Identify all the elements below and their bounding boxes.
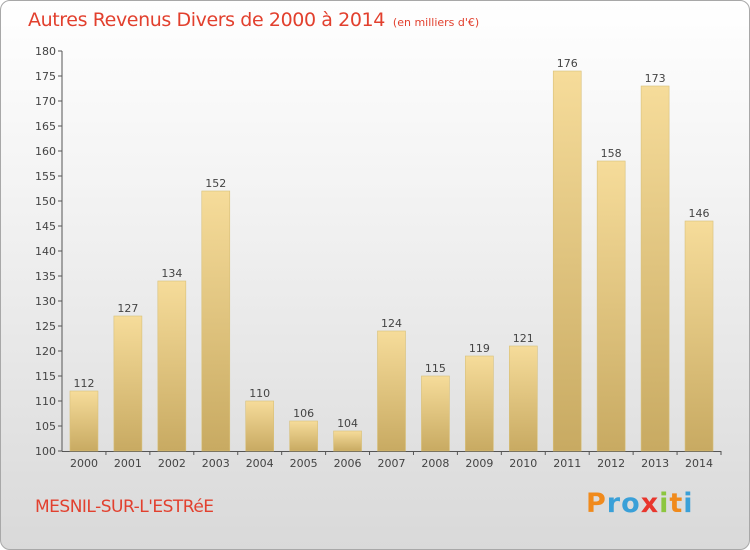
bar-2011: [552, 70, 582, 452]
y-tick-label: 155: [35, 170, 56, 183]
bar-2004: [245, 400, 274, 452]
x-tick-label-2010: 2010: [509, 457, 537, 470]
y-tick-label: 115: [35, 370, 56, 383]
chart-title: Autres Revenus Divers de 2000 à 2014 (en …: [28, 9, 479, 31]
y-tick-label: 120: [35, 345, 56, 358]
bar-2005: [289, 420, 318, 452]
data-label-2009: 119: [469, 342, 490, 355]
data-label-2013: 173: [645, 72, 666, 85]
data-label-2001: 127: [117, 302, 138, 315]
y-tick-label: 160: [35, 145, 56, 158]
data-label-2012: 158: [601, 147, 622, 160]
city-name: MESNIL-SUR-L'ESTRéE: [35, 497, 214, 517]
x-tick-label-2001: 2001: [114, 457, 142, 470]
data-label-2005: 106: [293, 407, 314, 420]
data-label-2014: 146: [689, 207, 710, 220]
x-tick-label-2014: 2014: [685, 457, 713, 470]
bar-2000: [69, 390, 99, 452]
x-tick-label-2013: 2013: [641, 457, 669, 470]
x-tick-label-2011: 2011: [553, 457, 581, 470]
y-tick-label: 100: [35, 445, 56, 458]
x-tick-label-2000: 2000: [70, 457, 98, 470]
y-tick-label: 170: [35, 95, 56, 108]
y-tick-label: 180: [35, 45, 56, 58]
bar-2001: [113, 315, 143, 452]
data-label-2006: 104: [337, 417, 358, 430]
y-tick-label: 105: [35, 420, 56, 433]
y-tick-label: 135: [35, 270, 56, 283]
x-tick-label-2012: 2012: [597, 457, 625, 470]
logo-letter: i: [683, 488, 694, 519]
bar-2012: [596, 160, 626, 452]
logo-letter: i: [659, 488, 670, 519]
logo-letter: o: [621, 488, 641, 519]
x-tick-label-2008: 2008: [421, 457, 449, 470]
bar-2007: [377, 330, 406, 452]
logo-letter: t: [669, 488, 684, 519]
bar-2003: [201, 190, 231, 452]
bar-2010: [508, 345, 538, 452]
data-label-2000: 112: [73, 377, 94, 390]
y-tick-label: 140: [35, 245, 56, 258]
bar-2002: [157, 280, 187, 452]
bar-2006: [333, 430, 362, 452]
data-label-2003: 152: [205, 177, 226, 190]
logo-letter: r: [606, 488, 622, 519]
y-tick-label: 125: [35, 320, 56, 333]
x-tick-label-2007: 2007: [378, 457, 406, 470]
bar-2009: [465, 355, 494, 452]
bar-2008: [421, 375, 450, 452]
data-label-2008: 115: [425, 362, 446, 375]
logo-letter: x: [640, 488, 660, 519]
y-tick-label: 110: [35, 395, 56, 408]
data-label-2004: 110: [249, 387, 270, 400]
y-tick-label: 165: [35, 120, 56, 133]
x-tick-label-2003: 2003: [202, 457, 230, 470]
bar-2014: [684, 220, 714, 452]
x-tick-label-2004: 2004: [246, 457, 274, 470]
data-label-2010: 121: [513, 332, 534, 345]
proxiti-logo: Proxiti: [586, 488, 694, 519]
x-tick-label-2009: 2009: [465, 457, 493, 470]
y-tick-label: 175: [35, 70, 56, 83]
y-tick-label: 150: [35, 195, 56, 208]
chart-unit: (en milliers d'€): [392, 16, 480, 29]
bar-2013: [640, 85, 670, 452]
data-label-2007: 124: [381, 317, 402, 330]
logo-letter: P: [586, 488, 607, 519]
x-tick-label-2002: 2002: [158, 457, 186, 470]
y-tick-label: 130: [35, 295, 56, 308]
chart-title-text: Autres Revenus Divers de 2000 à 2014: [28, 9, 385, 31]
data-label-2011: 176: [557, 57, 578, 70]
x-tick-label-2005: 2005: [290, 457, 318, 470]
data-label-2002: 134: [161, 267, 182, 280]
y-tick-label: 145: [35, 220, 56, 233]
x-tick-label-2006: 2006: [334, 457, 362, 470]
